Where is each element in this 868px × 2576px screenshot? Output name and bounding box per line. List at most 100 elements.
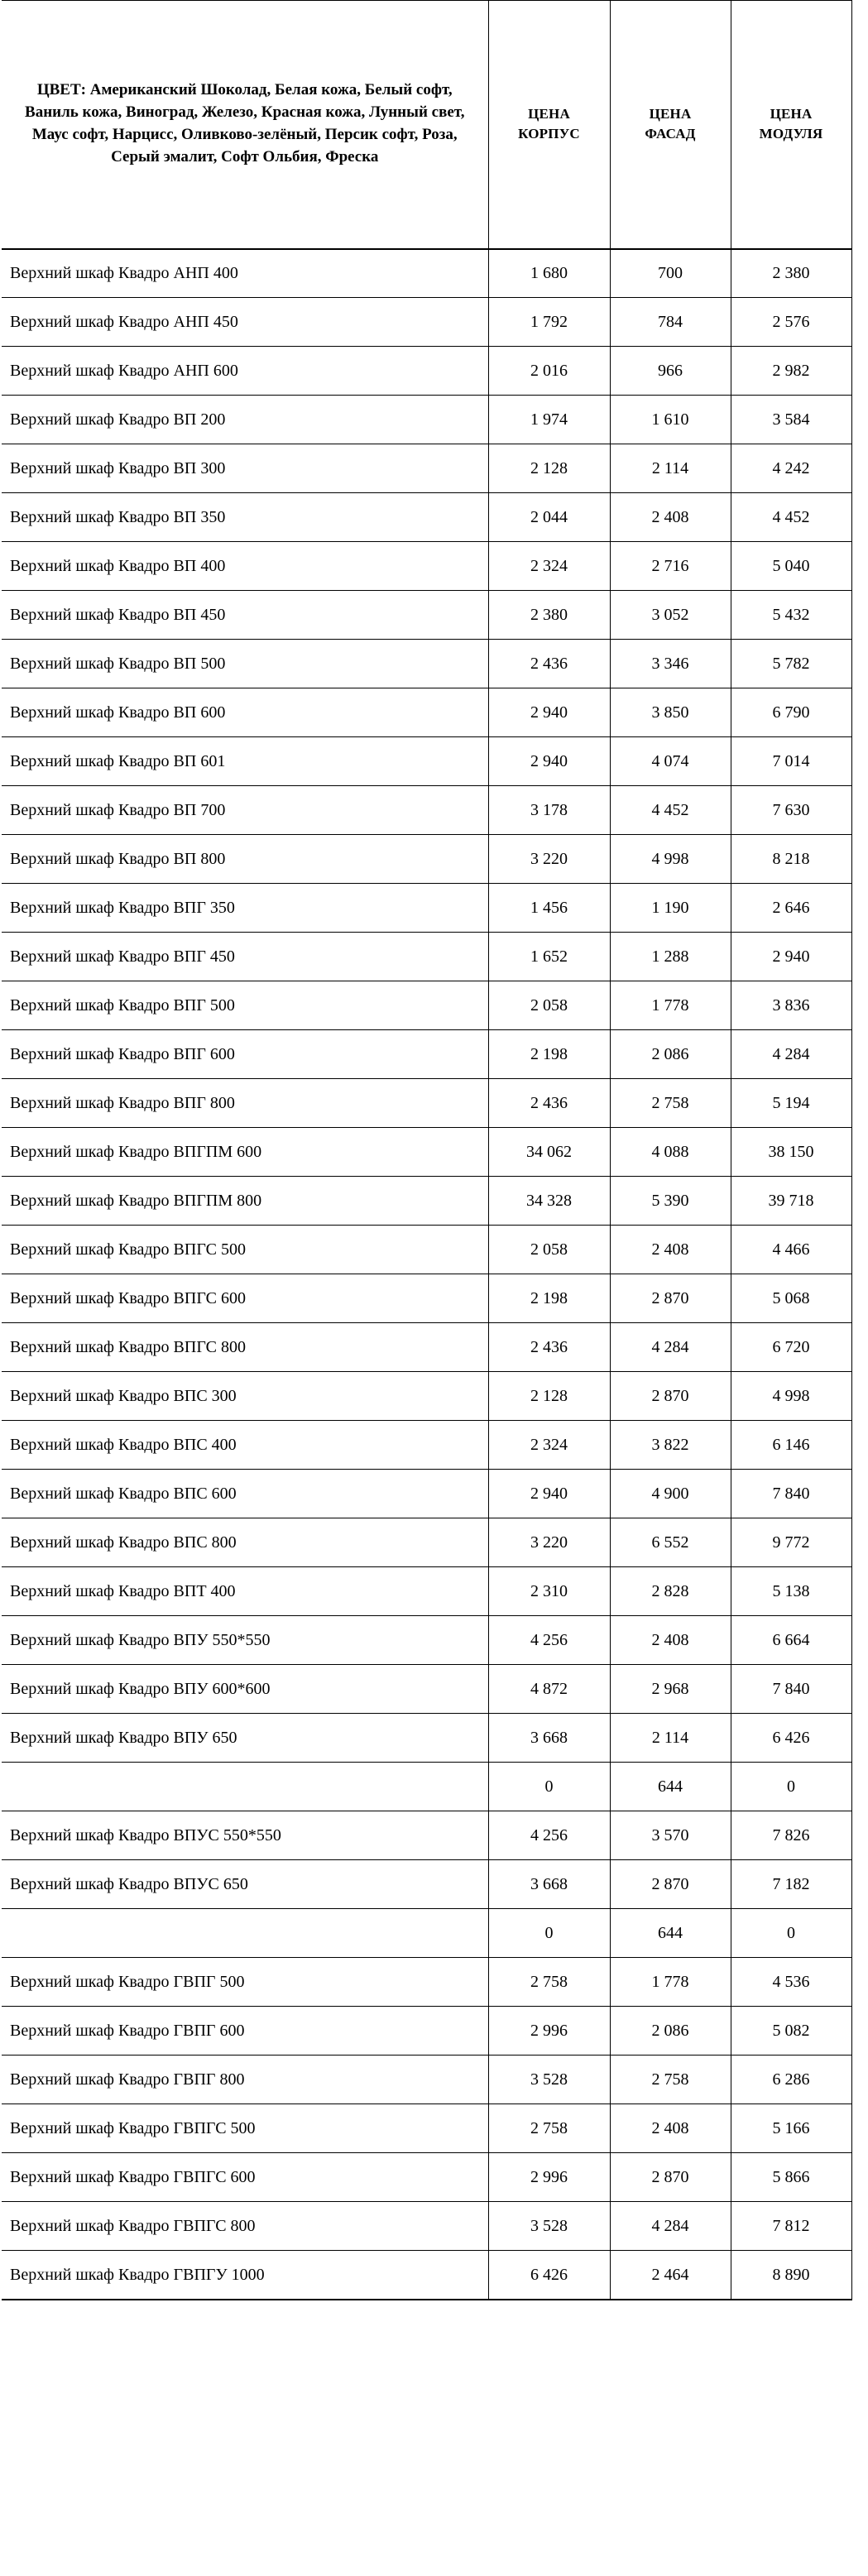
cell-price-modul: 5 040	[730, 541, 852, 591]
cell-product-name	[2, 1762, 489, 1811]
cell-product-name: Верхний шкаф Квадро ВПС 800	[2, 1518, 489, 1567]
table-row: Верхний шкаф Квадро ВП 400 2 324 2 716 5 04…	[2, 541, 852, 591]
cell-price-modul: 9 772	[730, 1518, 852, 1567]
cell-product-name: Верхний шкаф Квадро ВП 600	[2, 688, 489, 737]
header-modul-line2: МОДУЛЯ	[759, 126, 823, 142]
cell-product-name: Верхний шкаф Квадро ВПУС 550*550	[2, 1811, 489, 1860]
cell-price-korpus: 6 426	[487, 2250, 611, 2300]
cell-price-modul: 7 840	[730, 1664, 852, 1714]
cell-price-modul: 5 068	[730, 1274, 852, 1323]
cell-price-korpus: 2 044	[487, 492, 611, 542]
cell-price-korpus: 2 128	[487, 444, 611, 493]
header-modul-line1: ЦЕНА	[770, 106, 813, 122]
cell-price-modul: 7 630	[730, 785, 852, 835]
cell-price-fasad: 2 086	[609, 1029, 731, 1079]
cell-price-fasad: 1 190	[609, 883, 731, 933]
cell-price-fasad: 4 088	[609, 1127, 731, 1177]
cell-price-modul: 5 082	[730, 2006, 852, 2056]
cell-price-korpus: 0	[487, 1762, 611, 1811]
cell-price-korpus: 4 872	[487, 1664, 611, 1714]
cell-price-fasad: 1 778	[609, 1957, 731, 2007]
cell-price-modul: 39 718	[730, 1176, 852, 1226]
cell-price-korpus: 2 758	[487, 1957, 611, 2007]
cell-price-modul: 6 790	[730, 688, 852, 737]
cell-price-fasad: 2 086	[609, 2006, 731, 2056]
cell-price-modul: 2 646	[730, 883, 852, 933]
cell-price-korpus: 2 940	[487, 688, 611, 737]
table-body: Верхний шкаф Квадро АНП 400 1 680 700 2 380…	[2, 248, 852, 2300]
cell-price-fasad: 700	[609, 248, 731, 298]
cell-price-fasad: 2 408	[609, 1615, 731, 1665]
cell-price-modul: 2 940	[730, 932, 852, 981]
cell-price-modul: 5 782	[730, 639, 852, 688]
cell-product-name: Верхний шкаф Квадро ГВПГ 800	[2, 2055, 489, 2104]
cell-price-modul: 4 466	[730, 1225, 852, 1274]
cell-price-fasad: 3 822	[609, 1420, 731, 1470]
cell-price-fasad: 2 408	[609, 492, 731, 542]
cell-price-fasad: 4 452	[609, 785, 731, 835]
cell-price-modul: 8 218	[730, 834, 852, 884]
cell-price-fasad: 2 114	[609, 444, 731, 493]
cell-product-name: Верхний шкаф Квадро ВПС 300	[2, 1371, 489, 1421]
column-header-price-modul: ЦЕНА МОДУЛЯ	[730, 0, 852, 250]
cell-price-fasad: 1 610	[609, 395, 731, 444]
table-row: Верхний шкаф Квадро ГВПГ 500 2 758 1 778 4 …	[2, 1957, 852, 2007]
cell-price-modul: 3 836	[730, 981, 852, 1030]
table-row: Верхний шкаф Квадро ГВПГС 800 3 528 4 284 7…	[2, 2201, 852, 2251]
cell-product-name: Верхний шкаф Квадро ВПГС 800	[2, 1322, 489, 1372]
cell-product-name: Верхний шкаф Квадро ВПУС 650	[2, 1859, 489, 1909]
cell-product-name: Верхний шкаф Квадро ВПГ 350	[2, 883, 489, 933]
table-row: Верхний шкаф Квадро ВП 300 2 128 2 114 4 24…	[2, 444, 852, 493]
cell-product-name: Верхний шкаф Квадро ВПС 600	[2, 1469, 489, 1518]
cell-product-name: Верхний шкаф Квадро АНП 450	[2, 297, 489, 347]
table-row: Верхний шкаф Квадро ВП 700 3 178 4 452 7 63…	[2, 785, 852, 835]
cell-product-name: Верхний шкаф Квадро ВПГ 600	[2, 1029, 489, 1079]
table-row: Верхний шкаф Квадро ВП 600 2 940 3 850 6 79…	[2, 688, 852, 737]
cell-price-modul: 4 284	[730, 1029, 852, 1079]
cell-price-korpus: 2 940	[487, 736, 611, 786]
header-korpus-line2: КОРПУС	[518, 126, 580, 142]
cell-price-korpus: 1 680	[487, 248, 611, 298]
header-fasad-line2: ФАСАД	[645, 126, 696, 142]
cell-price-fasad: 3 346	[609, 639, 731, 688]
cell-price-modul: 2 576	[730, 297, 852, 347]
cell-price-korpus: 1 652	[487, 932, 611, 981]
cell-product-name: Верхний шкаф Квадро ВП 601	[2, 736, 489, 786]
cell-price-modul: 7 840	[730, 1469, 852, 1518]
table-row: Верхний шкаф Квадро ВПУ 550*550 4 256 2 40…	[2, 1615, 852, 1665]
cell-price-modul: 4 536	[730, 1957, 852, 2007]
cell-price-fasad: 2 870	[609, 1274, 731, 1323]
cell-price-fasad: 784	[609, 297, 731, 347]
cell-price-modul: 6 286	[730, 2055, 852, 2104]
cell-price-modul: 38 150	[730, 1127, 852, 1177]
table-row: Верхний шкаф Квадро ВП 500 2 436 3 346 5 78…	[2, 639, 852, 688]
table-row: Верхний шкаф Квадро ВПУ 650 3 668 2 114 6 4…	[2, 1713, 852, 1763]
cell-price-korpus: 2 128	[487, 1371, 611, 1421]
cell-price-modul: 6 146	[730, 1420, 852, 1470]
header-row: ЦВЕТ: Американский Шоколад, Белая кожа, …	[2, 0, 852, 250]
cell-product-name: Верхний шкаф Квадро ВП 300	[2, 444, 489, 493]
table-header: ЦВЕТ: Американский Шоколад, Белая кожа, …	[2, 0, 852, 250]
cell-product-name: Верхний шкаф Квадро ВП 500	[2, 639, 489, 688]
table-row: Верхний шкаф Квадро ВПГ 800 2 436 2 758 5 1…	[2, 1078, 852, 1128]
table-row: Верхний шкаф Квадро ВПГПМ 800 34 328 5 390…	[2, 1176, 852, 1226]
cell-price-modul: 6 720	[730, 1322, 852, 1372]
table-row: Верхний шкаф Квадро ВП 450 2 380 3 052 5 43…	[2, 590, 852, 640]
cell-product-name: Верхний шкаф Квадро ГВПГУ 1000	[2, 2250, 489, 2300]
cell-price-fasad: 3 052	[609, 590, 731, 640]
cell-price-fasad: 2 758	[609, 1078, 731, 1128]
cell-price-korpus: 1 974	[487, 395, 611, 444]
cell-price-modul: 0	[730, 1762, 852, 1811]
cell-price-korpus: 2 198	[487, 1274, 611, 1323]
cell-price-fasad: 2 828	[609, 1566, 731, 1616]
table-row: Верхний шкаф Квадро ВПУС 650 3 668 2 870 7 …	[2, 1859, 852, 1909]
cell-price-modul: 6 426	[730, 1713, 852, 1763]
table-row: Верхний шкаф Квадро ВПГС 500 2 058 2 408 4 …	[2, 1225, 852, 1274]
cell-price-korpus: 3 220	[487, 1518, 611, 1567]
table-row: Верхний шкаф Квадро ВПГС 600 2 198 2 870 5 …	[2, 1274, 852, 1323]
cell-price-modul: 4 452	[730, 492, 852, 542]
cell-price-korpus: 1 456	[487, 883, 611, 933]
cell-product-name: Верхний шкаф Квадро ВП 350	[2, 492, 489, 542]
table-row: Верхний шкаф Квадро ГВПГ 800 3 528 2 758 6 …	[2, 2055, 852, 2104]
cell-price-korpus: 2 198	[487, 1029, 611, 1079]
